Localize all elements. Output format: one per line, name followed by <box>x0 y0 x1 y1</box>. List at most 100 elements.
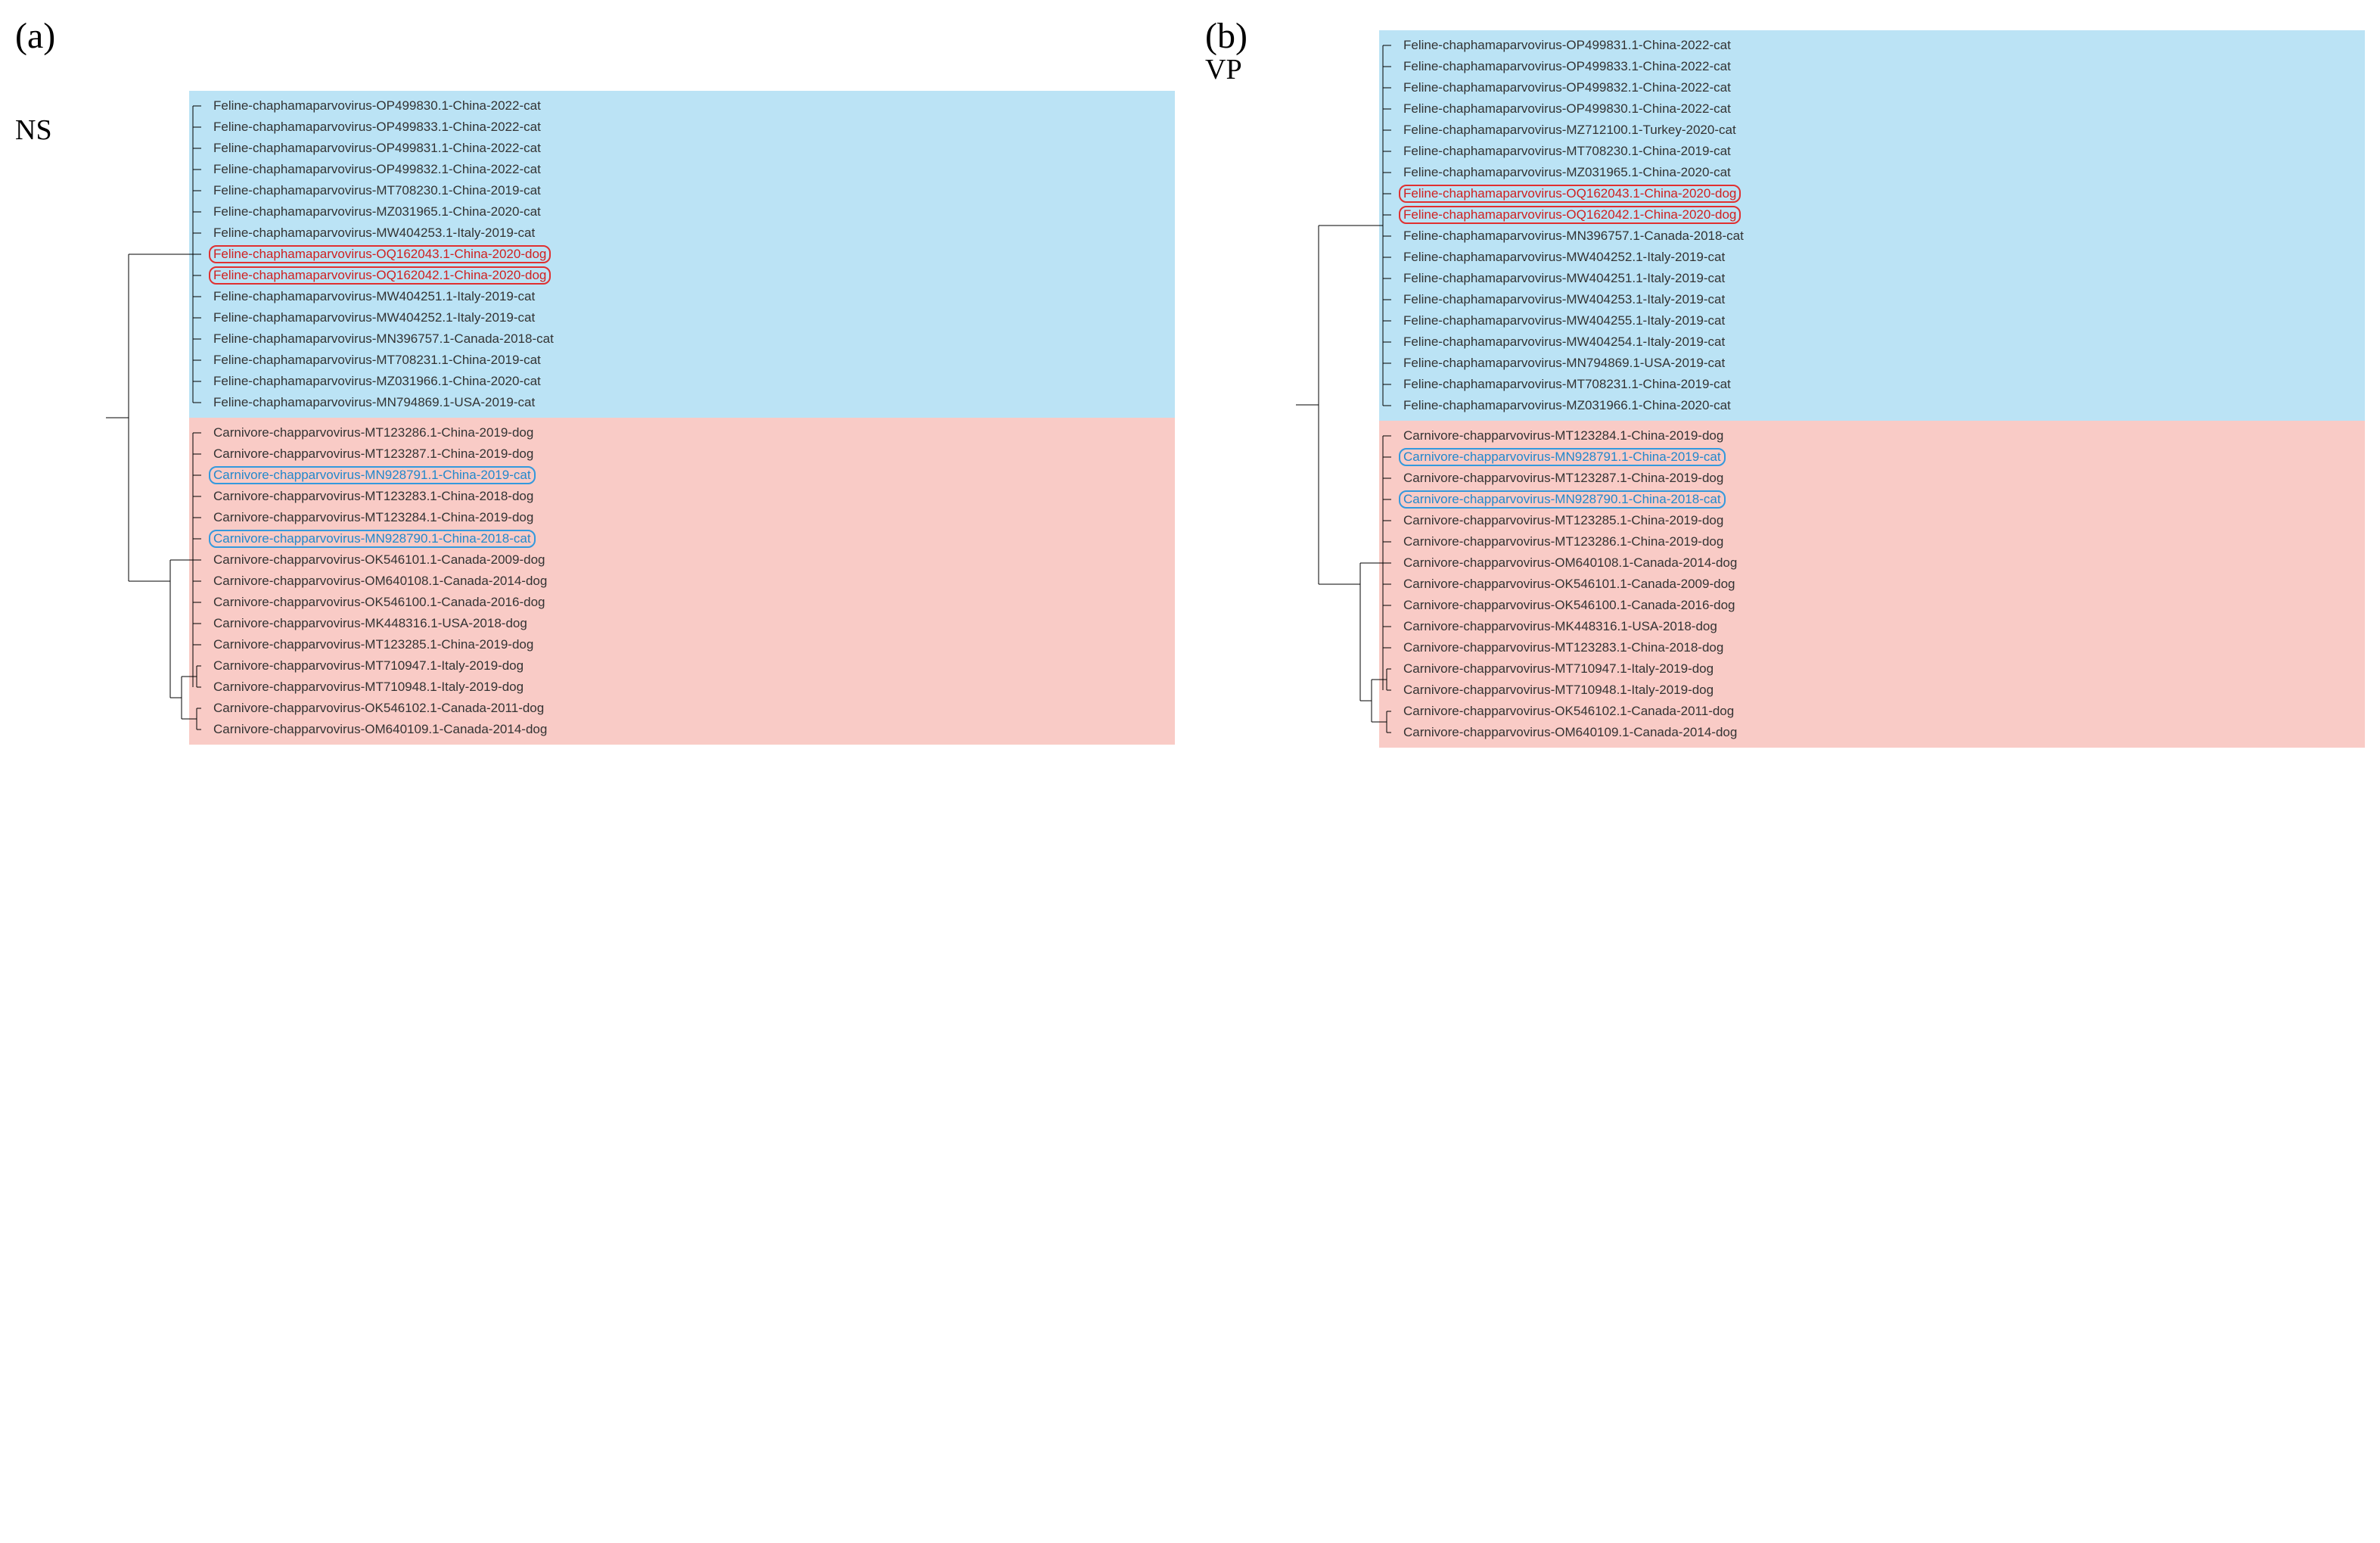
panel-b: (b) VP Feline-chaphamaparvovirus-OP49983… <box>1205 15 2365 748</box>
taxon-label: Feline-chaphamaparvovirus-OQ162043.1-Chi… <box>209 245 551 263</box>
taxon-row: Feline-chaphamaparvovirus-MN396757.1-Can… <box>1384 226 2359 247</box>
taxon-row: Feline-chaphamaparvovirus-MZ031965.1-Chi… <box>194 201 1169 222</box>
taxon-row: Feline-chaphamaparvovirus-MZ031965.1-Chi… <box>1384 162 2359 183</box>
panel-a-gene-label: NS <box>15 114 52 147</box>
taxon-label: Carnivore-chapparvovirus-MT123286.1-Chin… <box>1399 533 1728 551</box>
taxon-label: Carnivore-chapparvovirus-OK546100.1-Cana… <box>1399 596 1739 614</box>
taxon-label: Carnivore-chapparvovirus-OK546101.1-Cana… <box>1399 575 1739 593</box>
taxon-label: Carnivore-chapparvovirus-MT710947.1-Ital… <box>209 657 528 675</box>
taxon-label: Feline-chaphamaparvovirus-MZ031965.1-Chi… <box>209 203 545 221</box>
taxon-row: Carnivore-chapparvovirus-MT123287.1-Chin… <box>194 443 1169 465</box>
taxon-row: Carnivore-chapparvovirus-OK546101.1-Cana… <box>1384 574 2359 595</box>
taxon-label: Carnivore-chapparvovirus-OK546100.1-Cana… <box>209 593 549 611</box>
taxon-label: Feline-chaphamaparvovirus-MZ031966.1-Chi… <box>209 372 545 390</box>
taxon-row: Carnivore-chapparvovirus-MT710948.1-Ital… <box>194 677 1169 698</box>
taxon-row: Feline-chaphamaparvovirus-OQ162043.1-Chi… <box>1384 183 2359 204</box>
taxon-row: Feline-chaphamaparvovirus-MN396757.1-Can… <box>194 328 1169 350</box>
taxon-row: Carnivore-chapparvovirus-OM640109.1-Cana… <box>194 719 1169 740</box>
taxon-label: Carnivore-chapparvovirus-MT123283.1-Chin… <box>1399 639 1728 657</box>
taxon-row: Carnivore-chapparvovirus-MT123286.1-Chin… <box>1384 531 2359 552</box>
taxon-row: Carnivore-chapparvovirus-MT123283.1-Chin… <box>1384 637 2359 658</box>
taxon-row: Feline-chaphamaparvovirus-MW404251.1-Ita… <box>1384 268 2359 289</box>
taxon-label: Carnivore-chapparvovirus-OK546101.1-Cana… <box>209 551 549 569</box>
taxon-label: Carnivore-chapparvovirus-MK448316.1-USA-… <box>209 614 532 633</box>
taxon-row: Feline-chaphamaparvovirus-OP499832.1-Chi… <box>1384 77 2359 98</box>
taxon-row: Feline-chaphamaparvovirus-OP499832.1-Chi… <box>194 159 1169 180</box>
taxon-label: Feline-chaphamaparvovirus-MT708230.1-Chi… <box>1399 142 1735 160</box>
taxon-label: Feline-chaphamaparvovirus-MT708231.1-Chi… <box>209 351 545 369</box>
taxon-row: Carnivore-chapparvovirus-MN928791.1-Chin… <box>1384 446 2359 468</box>
taxon-label: Feline-chaphamaparvovirus-MZ712100.1-Tur… <box>1399 121 1741 139</box>
taxon-label: Feline-chaphamaparvovirus-MN794869.1-USA… <box>1399 354 1729 372</box>
feline-clade: Feline-chaphamaparvovirus-OP499830.1-Chi… <box>189 91 1175 418</box>
taxon-row: Carnivore-chapparvovirus-OK546102.1-Cana… <box>1384 701 2359 722</box>
taxon-label: Carnivore-chapparvovirus-OM640109.1-Cana… <box>1399 723 1742 742</box>
taxon-label: Feline-chaphamaparvovirus-OQ162042.1-Chi… <box>209 266 551 285</box>
taxon-label: Feline-chaphamaparvovirus-MZ031966.1-Chi… <box>1399 397 1735 415</box>
taxon-row: Carnivore-chapparvovirus-OK546100.1-Cana… <box>194 592 1169 613</box>
taxon-label: Carnivore-chapparvovirus-MT710948.1-Ital… <box>1399 681 1718 699</box>
carnivore-clade: Carnivore-chapparvovirus-MT123286.1-Chin… <box>189 418 1175 745</box>
taxon-label: Feline-chaphamaparvovirus-MW404255.1-Ita… <box>1399 312 1729 330</box>
taxon-label: Carnivore-chapparvovirus-MT123285.1-Chin… <box>209 636 538 654</box>
taxon-label: Carnivore-chapparvovirus-OK546102.1-Cana… <box>209 699 548 717</box>
taxon-row: Carnivore-chapparvovirus-MT123287.1-Chin… <box>1384 468 2359 489</box>
taxon-label: Feline-chaphamaparvovirus-OQ162042.1-Chi… <box>1399 206 1741 224</box>
taxon-row: Feline-chaphamaparvovirus-MW404253.1-Ita… <box>1384 289 2359 310</box>
taxon-label: Carnivore-chapparvovirus-MT710947.1-Ital… <box>1399 660 1718 678</box>
taxon-row: Feline-chaphamaparvovirus-MZ031966.1-Chi… <box>1384 395 2359 416</box>
taxon-row: Feline-chaphamaparvovirus-MW404252.1-Ita… <box>1384 247 2359 268</box>
taxon-label: Feline-chaphamaparvovirus-MN396757.1-Can… <box>209 330 558 348</box>
taxon-label: Carnivore-chapparvovirus-MT710948.1-Ital… <box>209 678 528 696</box>
panel-a: (a) NS Feline-chaphamaparvovirus-OP49983… <box>15 15 1175 748</box>
taxon-row: Carnivore-chapparvovirus-OM640109.1-Cana… <box>1384 722 2359 743</box>
taxon-row: Feline-chaphamaparvovirus-MT708231.1-Chi… <box>194 350 1169 371</box>
taxon-label: Carnivore-chapparvovirus-MN928791.1-Chin… <box>1399 448 1726 466</box>
panel-a-tree: Feline-chaphamaparvovirus-OP499830.1-Chi… <box>106 91 1175 745</box>
taxon-label: Carnivore-chapparvovirus-MT123284.1-Chin… <box>1399 427 1728 445</box>
feline-clade: Feline-chaphamaparvovirus-OP499831.1-Chi… <box>1379 30 2365 421</box>
taxon-row: Carnivore-chapparvovirus-MT710947.1-Ital… <box>194 655 1169 677</box>
taxon-row: Feline-chaphamaparvovirus-OP499830.1-Chi… <box>194 95 1169 117</box>
taxon-row: Feline-chaphamaparvovirus-OQ162042.1-Chi… <box>194 265 1169 286</box>
taxon-row: Carnivore-chapparvovirus-MT123285.1-Chin… <box>1384 510 2359 531</box>
taxon-label: Feline-chaphamaparvovirus-MN794869.1-USA… <box>209 394 539 412</box>
taxon-row: Feline-chaphamaparvovirus-OP499830.1-Chi… <box>1384 98 2359 120</box>
taxon-row: Feline-chaphamaparvovirus-MZ712100.1-Tur… <box>1384 120 2359 141</box>
panel-b-label: (b) <box>1205 15 1247 57</box>
panel-b-tree: Feline-chaphamaparvovirus-OP499831.1-Chi… <box>1296 30 2365 748</box>
taxon-row: Carnivore-chapparvovirus-OM640108.1-Cana… <box>1384 552 2359 574</box>
taxon-label: Carnivore-chapparvovirus-OM640108.1-Cana… <box>1399 554 1742 572</box>
taxon-row: Carnivore-chapparvovirus-OK546101.1-Cana… <box>194 549 1169 571</box>
taxon-label: Carnivore-chapparvovirus-MT123283.1-Chin… <box>209 487 538 506</box>
taxon-label: Carnivore-chapparvovirus-MT123286.1-Chin… <box>209 424 538 442</box>
taxon-label: Carnivore-chapparvovirus-MN928790.1-Chin… <box>209 530 536 548</box>
taxon-label: Feline-chaphamaparvovirus-MW404251.1-Ita… <box>1399 269 1729 288</box>
taxon-row: Carnivore-chapparvovirus-OM640108.1-Cana… <box>194 571 1169 592</box>
taxon-label: Feline-chaphamaparvovirus-OP499830.1-Chi… <box>1399 100 1735 118</box>
taxon-row: Feline-chaphamaparvovirus-OP499831.1-Chi… <box>194 138 1169 159</box>
taxon-row: Feline-chaphamaparvovirus-MT708230.1-Chi… <box>194 180 1169 201</box>
taxon-label: Carnivore-chapparvovirus-MT123287.1-Chin… <box>209 445 538 463</box>
taxon-row: Feline-chaphamaparvovirus-MN794869.1-USA… <box>194 392 1169 413</box>
taxon-row: Feline-chaphamaparvovirus-MZ031966.1-Chi… <box>194 371 1169 392</box>
taxon-row: Feline-chaphamaparvovirus-MN794869.1-USA… <box>1384 353 2359 374</box>
taxon-label: Feline-chaphamaparvovirus-MW404253.1-Ita… <box>1399 291 1729 309</box>
taxon-row: Carnivore-chapparvovirus-MK448316.1-USA-… <box>194 613 1169 634</box>
taxon-label: Carnivore-chapparvovirus-OK546102.1-Cana… <box>1399 702 1738 720</box>
taxon-row: Carnivore-chapparvovirus-MT123286.1-Chin… <box>194 422 1169 443</box>
taxon-row: Feline-chaphamaparvovirus-MT708231.1-Chi… <box>1384 374 2359 395</box>
taxon-label: Carnivore-chapparvovirus-MK448316.1-USA-… <box>1399 618 1722 636</box>
taxon-label: Feline-chaphamaparvovirus-OP499830.1-Chi… <box>209 97 545 115</box>
taxon-row: Carnivore-chapparvovirus-MN928790.1-Chin… <box>1384 489 2359 510</box>
taxon-label: Feline-chaphamaparvovirus-OP499831.1-Chi… <box>209 139 545 157</box>
taxon-label: Feline-chaphamaparvovirus-OP499832.1-Chi… <box>209 160 545 179</box>
taxon-label: Feline-chaphamaparvovirus-MW404253.1-Ita… <box>209 224 539 242</box>
taxon-label: Feline-chaphamaparvovirus-OP499831.1-Chi… <box>1399 36 1735 54</box>
taxon-row: Carnivore-chapparvovirus-MT123283.1-Chin… <box>194 486 1169 507</box>
taxon-label: Carnivore-chapparvovirus-OM640108.1-Cana… <box>209 572 552 590</box>
taxon-row: Carnivore-chapparvovirus-MN928791.1-Chin… <box>194 465 1169 486</box>
carnivore-clade: Carnivore-chapparvovirus-MT123284.1-Chin… <box>1379 421 2365 748</box>
taxon-row: Feline-chaphamaparvovirus-MW404255.1-Ita… <box>1384 310 2359 331</box>
taxon-row: Feline-chaphamaparvovirus-OP499833.1-Chi… <box>1384 56 2359 77</box>
